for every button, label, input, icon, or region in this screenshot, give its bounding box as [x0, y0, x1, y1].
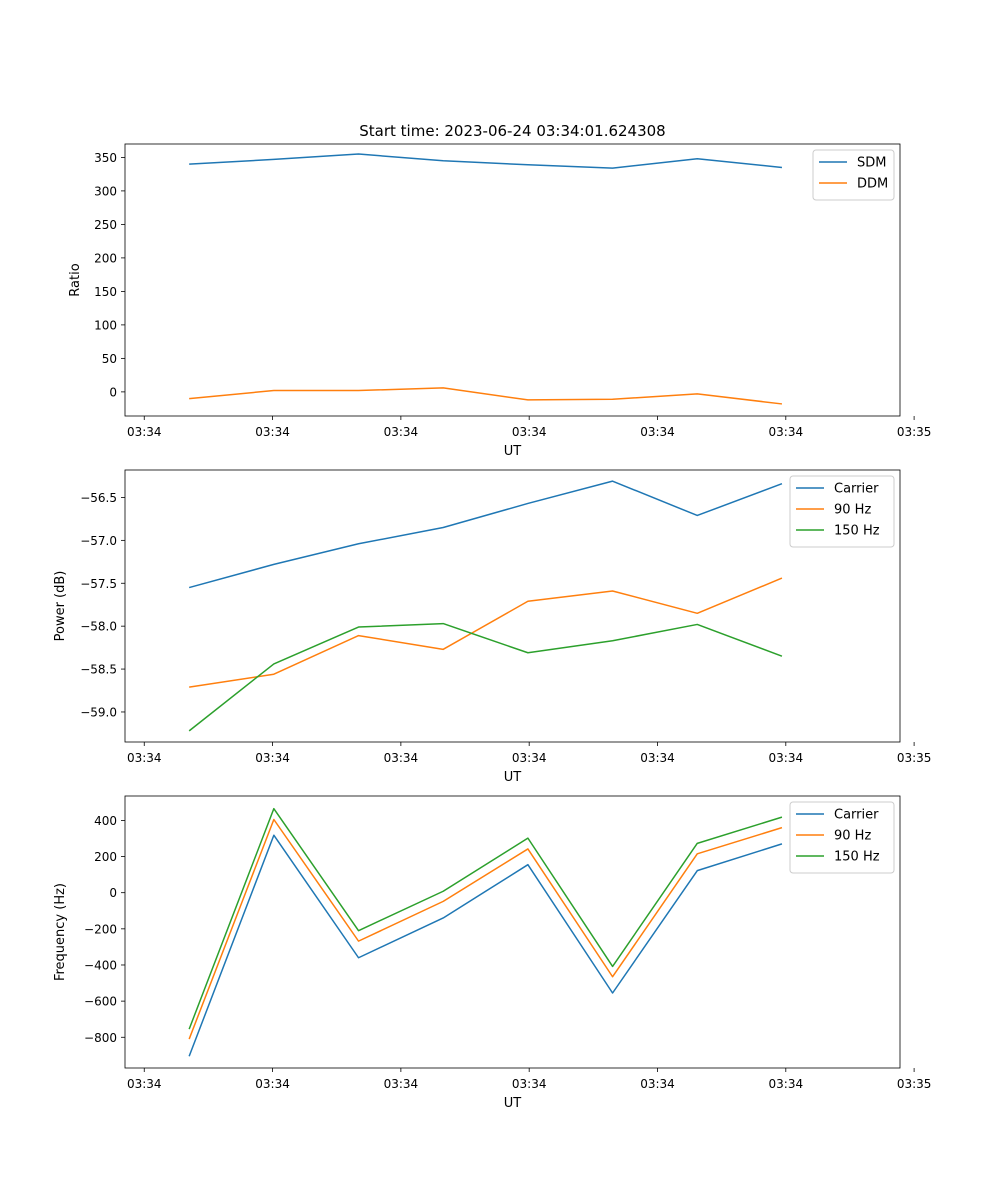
y-tick-label: −200 — [84, 922, 117, 936]
legend-label: 150 Hz — [834, 524, 880, 539]
legend-label: 90 Hz — [834, 829, 871, 844]
x-tick-label: 03:34 — [512, 425, 547, 439]
x-tick-label: 03:34 — [255, 751, 290, 765]
panel-3: 03:34 03:34 03:34 03:34 03:34 03:34 03:35 −800 −… — [53, 795, 932, 1111]
legend: SDM DDM — [812, 149, 895, 201]
panels: 03:34 03:34 03:34 03:34 03:34 03:34 03:35 0 50 10… — [53, 143, 932, 1111]
x-tick-label: 03:34 — [384, 425, 419, 439]
series-line-ddm — [189, 387, 783, 405]
x-axis-label: UT — [504, 1096, 522, 1111]
x-tick-label: 03:34 — [640, 751, 675, 765]
x-tick-label: 03:35 — [897, 1077, 932, 1091]
y-tick-label: 150 — [94, 285, 117, 299]
y-tick-label: 0 — [109, 385, 117, 399]
y-tick-label: 400 — [94, 814, 117, 828]
y-tick-label: −57.5 — [80, 577, 117, 591]
y-tick-label: −58.5 — [80, 663, 117, 677]
legend-label: 150 Hz — [834, 850, 880, 865]
y-tick-label: −400 — [84, 958, 117, 972]
series-line-150-hz — [188, 807, 783, 1030]
x-tick-label: 03:34 — [127, 425, 162, 439]
x-tick-label: 03:34 — [127, 1077, 162, 1091]
panel-2: 03:34 03:34 03:34 03:34 03:34 03:34 03:35 −59.0… — [53, 469, 932, 785]
x-tick-label: 03:34 — [769, 425, 804, 439]
legend-label: 90 Hz — [834, 503, 871, 518]
figure-title: Start time: 2023-06-24 03:34:01.624308 — [359, 122, 665, 140]
series-line-carrier — [188, 480, 783, 589]
x-tick-label: 03:35 — [897, 425, 932, 439]
panel-1: 03:34 03:34 03:34 03:34 03:34 03:34 03:35 0 50 10… — [68, 143, 932, 459]
x-axis-label: UT — [504, 770, 522, 785]
y-tick-label: −58.0 — [80, 620, 117, 634]
y-tick-label: −57.0 — [80, 534, 117, 548]
y-axis-label: Frequency (Hz) — [53, 883, 68, 981]
y-tick-label: 50 — [102, 352, 117, 366]
x-tick-label: 03:34 — [384, 751, 419, 765]
series-line-90-hz — [188, 818, 783, 1040]
x-tick-label: 03:34 — [512, 1077, 547, 1091]
axes-frame — [124, 143, 901, 417]
series-line-carrier — [188, 834, 783, 1057]
axes-frame — [124, 469, 901, 743]
x-tick-label: 03:34 — [640, 425, 675, 439]
x-tick-label: 03:34 — [255, 425, 290, 439]
y-tick-label: 300 — [94, 184, 117, 198]
series-line-90-hz — [189, 577, 783, 688]
y-tick-label: −800 — [84, 1031, 117, 1045]
x-tick-label: 03:34 — [255, 1077, 290, 1091]
x-tick-label: 03:34 — [127, 751, 162, 765]
x-tick-label: 03:35 — [897, 751, 932, 765]
y-tick-label: −600 — [84, 995, 117, 1009]
y-tick-label: −56.5 — [80, 491, 117, 505]
x-tick-label: 03:34 — [769, 1077, 804, 1091]
x-tick-label: 03:34 — [769, 751, 804, 765]
y-tick-label: 250 — [94, 218, 117, 232]
y-tick-label: −59.0 — [80, 705, 117, 719]
y-tick-label: 200 — [94, 251, 117, 265]
series-line-sdm — [189, 153, 783, 169]
y-axis-label: Power (dB) — [53, 571, 68, 642]
legend: Carrier 90 Hz 150 Hz — [789, 475, 895, 548]
y-axis-label: Ratio — [68, 263, 83, 296]
y-tick-label: 0 — [109, 886, 117, 900]
legend-label: Carrier — [834, 482, 879, 497]
legend-label: SDM — [857, 156, 886, 171]
x-tick-label: 03:34 — [640, 1077, 675, 1091]
x-tick-label: 03:34 — [384, 1077, 419, 1091]
y-tick-label: 100 — [94, 318, 117, 332]
legend: Carrier 90 Hz 150 Hz — [789, 801, 895, 874]
legend-label: Carrier — [834, 808, 879, 823]
y-tick-label: 200 — [94, 850, 117, 864]
y-tick-label: 350 — [94, 151, 117, 165]
legend-label: DDM — [857, 177, 888, 192]
x-axis-label: UT — [504, 444, 522, 459]
x-tick-label: 03:34 — [512, 751, 547, 765]
series-line-150-hz — [188, 622, 783, 732]
axes-frame — [124, 795, 901, 1069]
